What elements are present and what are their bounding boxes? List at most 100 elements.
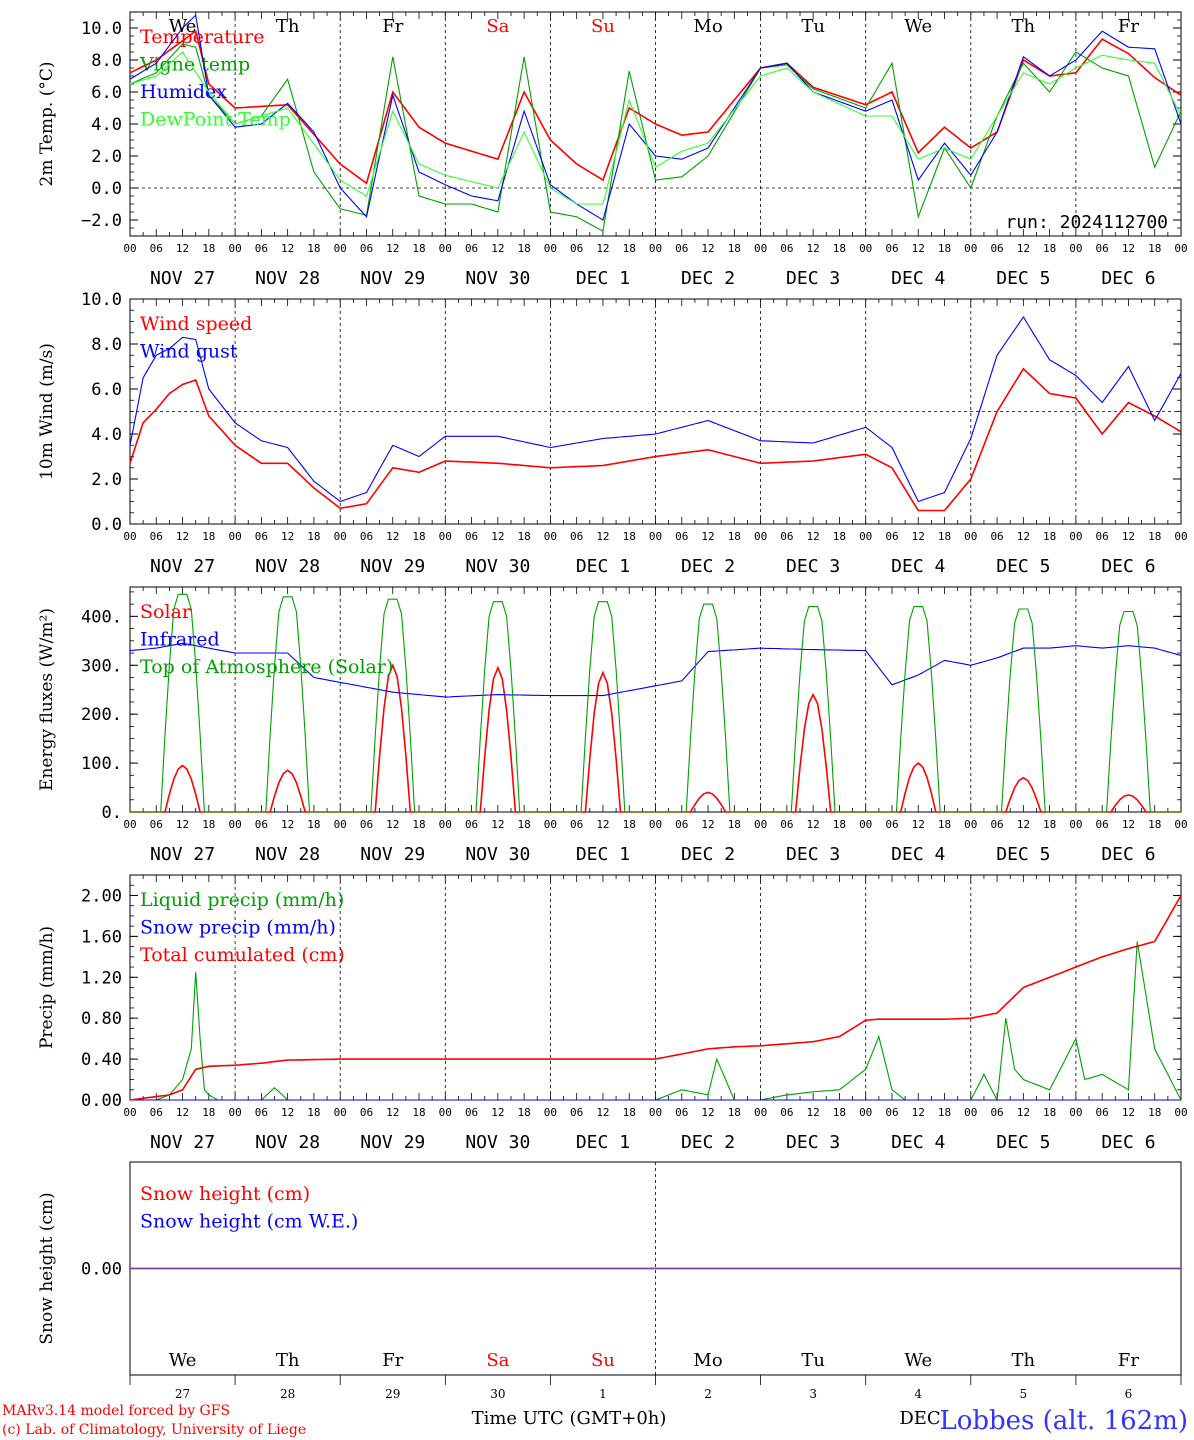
hour-tick-label: 06 bbox=[465, 1106, 478, 1119]
series-line-wind-speed bbox=[129, 367, 1182, 512]
day-name-bottom: Su bbox=[591, 1350, 615, 1371]
hour-tick-label: 12 bbox=[1017, 1106, 1030, 1119]
hour-tick-label: 06 bbox=[570, 818, 583, 831]
y-tick-label: 10.0 bbox=[81, 290, 122, 310]
date-label: DEC 5 bbox=[996, 844, 1050, 865]
date-label: DEC 3 bbox=[786, 268, 840, 289]
series-line-total-cumulated-cm- bbox=[129, 895, 1182, 1101]
y-tick-label: 2.0 bbox=[91, 470, 122, 490]
hour-tick-label: 06 bbox=[675, 818, 688, 831]
day-name-bottom: We bbox=[169, 1350, 197, 1371]
legend-entry: Solar bbox=[140, 601, 192, 623]
hour-tick-label: 06 bbox=[675, 1106, 688, 1119]
hour-tick-label: 18 bbox=[518, 242, 531, 255]
hour-tick-label: 12 bbox=[596, 530, 609, 543]
hour-tick-label: 00 bbox=[649, 1106, 662, 1119]
legend-entry: Liquid precip (mm/h) bbox=[140, 889, 344, 911]
hour-tick-label: 12 bbox=[912, 1106, 925, 1119]
y-tick-label: 0.00 bbox=[81, 1091, 122, 1111]
hour-tick-label: 18 bbox=[307, 530, 320, 543]
hour-tick-label: 12 bbox=[176, 818, 189, 831]
hour-tick-label: 12 bbox=[491, 818, 504, 831]
hour-tick-label: 12 bbox=[807, 530, 820, 543]
x-axis-label: Time UTC (GMT+0h) bbox=[472, 1408, 667, 1429]
y-tick-label: 200. bbox=[81, 705, 122, 725]
hour-tick-label: 18 bbox=[1148, 818, 1161, 831]
date-label: NOV 27 bbox=[150, 1132, 215, 1153]
day-name-bottom: Fr bbox=[382, 1350, 403, 1371]
hour-tick-label: 00 bbox=[334, 1106, 347, 1119]
date-label: NOV 30 bbox=[465, 844, 530, 865]
hour-tick-label: 12 bbox=[491, 530, 504, 543]
series-line-top-of-atmosphere-solar- bbox=[130, 593, 1181, 813]
legend-entry: Wind gust bbox=[140, 341, 238, 363]
panel-energy: 00 06 12 18 00 06 12 18 00 06 12 18 00 06 12 18 00 06 12 18… bbox=[37, 586, 1188, 865]
hour-tick-label: 12 bbox=[386, 1106, 399, 1119]
series-line-infrared bbox=[129, 642, 1182, 698]
hour-tick-label: 18 bbox=[833, 818, 846, 831]
panel-snow: 0.00 Snow height (cm) Snow height (cm) Snow… bbox=[37, 1161, 1182, 1385]
y-axis-label: Energy fluxes (W/m²) bbox=[37, 608, 57, 791]
hour-tick-label: 06 bbox=[255, 242, 268, 255]
hour-tick-label: 06 bbox=[255, 1106, 268, 1119]
hour-tick-label: 00 bbox=[228, 242, 241, 255]
hour-tick-label: 18 bbox=[623, 530, 636, 543]
day-name: We bbox=[904, 16, 932, 37]
hour-tick-label: 12 bbox=[701, 530, 714, 543]
date-label: DEC 5 bbox=[996, 556, 1050, 577]
date-label: NOV 29 bbox=[360, 844, 425, 865]
hour-tick-label: 18 bbox=[938, 242, 951, 255]
hour-tick-label: 00 bbox=[228, 530, 241, 543]
hour-tick-label: 06 bbox=[570, 1106, 583, 1119]
y-tick-label: 8.0 bbox=[91, 335, 122, 355]
model-credit: MARv3.14 model forced by GFS bbox=[2, 1403, 230, 1419]
hour-tick-label: 06 bbox=[1096, 530, 1109, 543]
hour-tick-label: 12 bbox=[386, 818, 399, 831]
panel-temperature: 00 06 12 18 00 06 12 18 00 06 12 18 00 06 12 18 00 06 12 18… bbox=[37, 11, 1188, 289]
date-label: DEC 5 bbox=[996, 268, 1050, 289]
hour-tick-label: 18 bbox=[202, 530, 215, 543]
date-label: DEC 5 bbox=[996, 1132, 1050, 1153]
hour-tick-label: 18 bbox=[623, 242, 636, 255]
hour-tick-label: 06 bbox=[1096, 818, 1109, 831]
panel-wind: 00 06 12 18 00 06 12 18 00 06 12 18 00 06 12 18 00 06 12 18… bbox=[37, 290, 1188, 577]
hour-tick-label: 00 bbox=[1174, 530, 1187, 543]
date-label: DEC 3 bbox=[786, 1132, 840, 1153]
date-label: DEC 3 bbox=[786, 844, 840, 865]
y-tick-label: 4.0 bbox=[91, 115, 122, 135]
hour-tick-label: 06 bbox=[465, 818, 478, 831]
hour-tick-label: 00 bbox=[1069, 1106, 1082, 1119]
hour-tick-label: 00 bbox=[123, 530, 136, 543]
hour-tick-label: 18 bbox=[518, 530, 531, 543]
hour-tick-label: 00 bbox=[649, 242, 662, 255]
day-number: 30 bbox=[490, 1387, 505, 1401]
hour-tick-label: 18 bbox=[1148, 530, 1161, 543]
hour-tick-label: 12 bbox=[281, 242, 294, 255]
hour-tick-label: 06 bbox=[780, 818, 793, 831]
hour-tick-label: 18 bbox=[1043, 818, 1056, 831]
day-name: Tu bbox=[801, 16, 825, 37]
date-label: NOV 30 bbox=[465, 556, 530, 577]
hour-tick-label: 18 bbox=[833, 530, 846, 543]
date-label: DEC 1 bbox=[576, 1132, 630, 1153]
date-label: DEC 1 bbox=[576, 556, 630, 577]
legend-entry: Vigne temp bbox=[139, 54, 250, 76]
day-number: 5 bbox=[1020, 1387, 1028, 1401]
date-label: NOV 28 bbox=[255, 268, 320, 289]
hour-tick-label: 06 bbox=[150, 1106, 163, 1119]
hour-tick-label: 06 bbox=[990, 530, 1003, 543]
hour-tick-label: 12 bbox=[807, 818, 820, 831]
hour-tick-label: 06 bbox=[675, 242, 688, 255]
hour-tick-label: 18 bbox=[623, 1106, 636, 1119]
hour-tick-label: 06 bbox=[780, 242, 793, 255]
hour-tick-label: 12 bbox=[491, 242, 504, 255]
hour-tick-label: 12 bbox=[912, 242, 925, 255]
hour-tick-label: 00 bbox=[544, 530, 557, 543]
y-tick-label: 10.0 bbox=[81, 19, 122, 39]
hour-tick-label: 12 bbox=[176, 1106, 189, 1119]
hour-tick-label: 06 bbox=[255, 530, 268, 543]
hour-tick-label: 18 bbox=[728, 1106, 741, 1119]
hour-tick-label: 12 bbox=[596, 818, 609, 831]
date-label: NOV 27 bbox=[150, 844, 215, 865]
